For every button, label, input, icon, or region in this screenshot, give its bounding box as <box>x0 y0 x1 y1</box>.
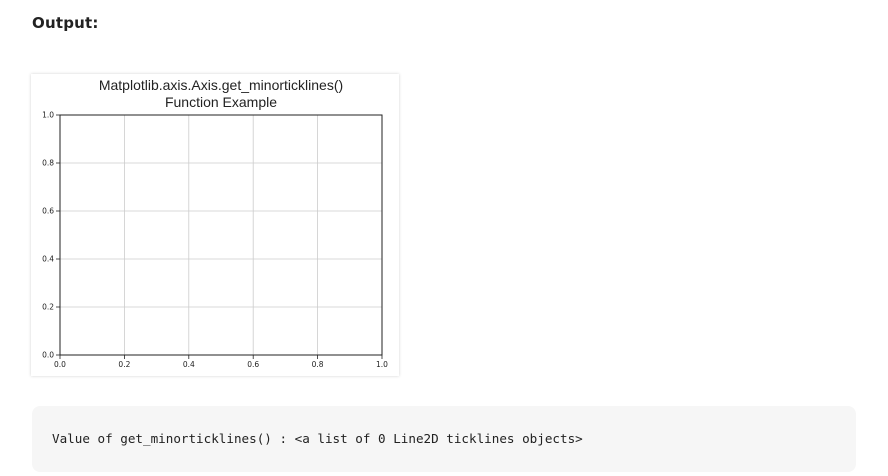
y-tick-label: 0.0 <box>42 351 54 360</box>
axes-frame <box>59 114 383 356</box>
y-tick-label: 0.8 <box>42 159 54 168</box>
code-output-text: Value of get_minorticklines() : <a list … <box>52 431 583 446</box>
tick-layer: 0.0 0.2 0.4 0.6 0.8 1.0 0.0 0.2 0.4 0.6 0.8 1.0 <box>42 111 388 370</box>
y-tick-label: 1.0 <box>42 111 54 120</box>
chart-svg: Matplotlib.axis.Axis.get_minorticklines(… <box>42 77 388 370</box>
x-tick-label: 0.4 <box>183 360 195 369</box>
code-output-block: Value of get_minorticklines() : <a list … <box>32 406 856 472</box>
x-tick-label: 0.8 <box>312 360 324 369</box>
x-tick-label: 0.6 <box>247 360 259 369</box>
chart-subtitle: Function Example <box>165 94 277 110</box>
x-tick-label: 0.0 <box>54 360 66 369</box>
grid-layer <box>59 114 383 356</box>
x-tick-label: 0.2 <box>118 360 130 369</box>
chart-figure: Matplotlib.axis.Axis.get_minorticklines(… <box>31 74 399 376</box>
chart-title: Matplotlib.axis.Axis.get_minorticklines(… <box>99 77 343 93</box>
y-tick-label: 0.6 <box>42 207 54 216</box>
y-tick-label: 0.4 <box>42 255 54 264</box>
x-tick-label: 1.0 <box>376 360 388 369</box>
output-heading: Output: <box>32 14 99 32</box>
y-tick-label: 0.2 <box>42 303 54 312</box>
